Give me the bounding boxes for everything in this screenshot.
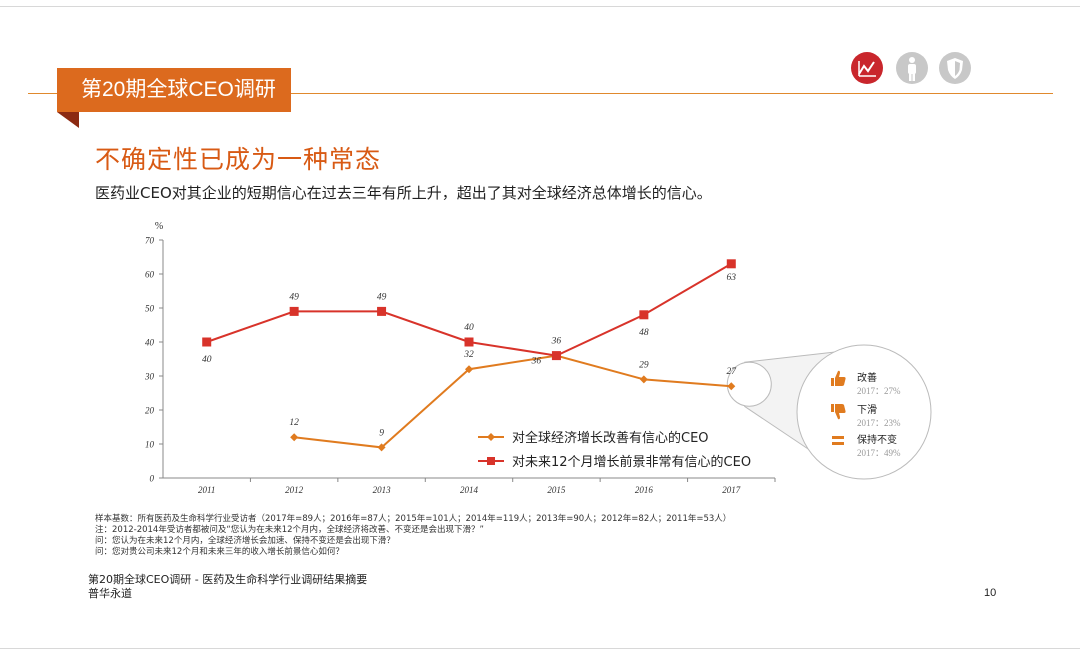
callout-detail: 2017：49%	[857, 448, 901, 458]
header-tab-fold	[57, 112, 79, 128]
x-tick-label: 2012	[285, 485, 304, 495]
data-point	[639, 310, 649, 320]
callout-bubble	[796, 344, 932, 480]
section-icons	[850, 51, 974, 85]
y-tick-label: 40	[145, 338, 155, 348]
data-label: 9	[379, 428, 384, 438]
footer-company: 普华永道	[88, 587, 132, 600]
x-tick-label: 2014	[460, 485, 479, 495]
data-point	[465, 365, 473, 374]
y-unit-label: %	[155, 221, 163, 232]
top-border	[0, 6, 1080, 7]
x-tick-label: 2015	[547, 485, 566, 495]
series-line	[294, 354, 732, 449]
y-tick-label: 60	[145, 270, 155, 280]
data-point	[202, 337, 212, 347]
person-icon[interactable]	[895, 51, 929, 85]
callout-label: 改善	[857, 371, 877, 384]
equal-icon	[832, 436, 844, 439]
x-tick-label: 2011	[198, 485, 215, 495]
footer-report-title: 第20期全球CEO调研 - 医药及生命科学行业调研结果摘要	[88, 573, 368, 586]
data-label: 49	[289, 292, 299, 302]
legend-swatch-marker	[487, 457, 495, 465]
legend-label: 对未来12个月增长前景非常有信心的CEO	[512, 454, 751, 470]
page-title: 不确定性已成为一种常态	[95, 145, 382, 174]
data-label: 36	[531, 357, 542, 367]
callout-detail: 2017：23%	[857, 418, 901, 428]
data-point	[377, 306, 387, 316]
thumbs-up-icon	[831, 370, 846, 386]
data-label: 27	[727, 367, 738, 377]
y-tick-label: 10	[145, 440, 155, 450]
footnote-question-2: 问：您对贵公司未来12个月和未来三年的收入增长前景信心如何？	[95, 547, 344, 557]
y-tick-label: 20	[145, 406, 155, 416]
legend-swatch-marker	[487, 433, 495, 441]
equal-icon	[832, 442, 844, 445]
header-tab: 第20期全球CEO调研	[57, 68, 291, 112]
data-label: 49	[377, 292, 387, 302]
data-point	[289, 306, 299, 316]
callout-detail: 2017：27%	[857, 386, 901, 396]
thumbs-down-icon	[831, 404, 846, 420]
footnote-note: 注：2012-2014年受访者都被问及“您认为在未来12个月内，全球经济将改善、…	[95, 525, 484, 535]
legend-label: 对全球经济增长改善有信心的CEO	[512, 430, 709, 446]
footnote-question-1: 问：您认为在未来12个月内，全球经济增长会加速、保持不变还是会出现下滑？	[95, 536, 395, 546]
page-subtitle: 医药业CEO对其企业的短期信心在过去三年有所上升，超出了其对全球经济总体增长的信…	[95, 184, 712, 202]
y-tick-label: 30	[144, 372, 155, 382]
bottom-border	[0, 648, 1080, 649]
footer: 第20期全球CEO调研 - 医药及生命科学行业调研结果摘要 普华永道	[88, 573, 367, 601]
footnotes: 样本基数：所有医药及生命科学行业受访者（2017年=89人；2016年=87人；…	[95, 514, 731, 558]
data-point	[727, 382, 736, 391]
x-tick-label: 2013	[373, 485, 392, 495]
data-point	[464, 337, 474, 347]
data-point	[639, 375, 648, 384]
y-tick-label: 0	[150, 474, 155, 484]
footnote-sample: 样本基数：所有医药及生命科学行业受访者（2017年=89人；2016年=87人；…	[95, 514, 732, 524]
header-rule	[28, 93, 1053, 94]
data-point	[551, 351, 561, 361]
callout-label: 下滑	[857, 404, 877, 416]
data-label: 40	[464, 323, 474, 333]
shield-icon[interactable]	[938, 51, 972, 85]
data-label: 12	[289, 418, 299, 428]
data-point	[377, 443, 386, 452]
y-tick-label: 70	[145, 236, 155, 246]
data-point	[290, 433, 299, 442]
data-label: 63	[727, 273, 737, 283]
x-tick-label: 2017	[722, 485, 741, 495]
callout-connector-edge	[744, 350, 845, 363]
data-label: 48	[639, 328, 649, 338]
data-label: 36	[551, 337, 562, 347]
data-label: 29	[639, 360, 649, 370]
chart-trend-icon[interactable]	[850, 51, 884, 85]
callout-label: 保持不变	[857, 433, 897, 446]
x-tick-label: 2016	[635, 485, 654, 495]
y-tick-label: 50	[145, 304, 155, 314]
data-label: 32	[463, 350, 474, 360]
callout-focus-circle	[726, 361, 772, 407]
data-label: 40	[202, 355, 212, 365]
data-point	[726, 259, 736, 269]
page-number: 10	[984, 587, 997, 599]
